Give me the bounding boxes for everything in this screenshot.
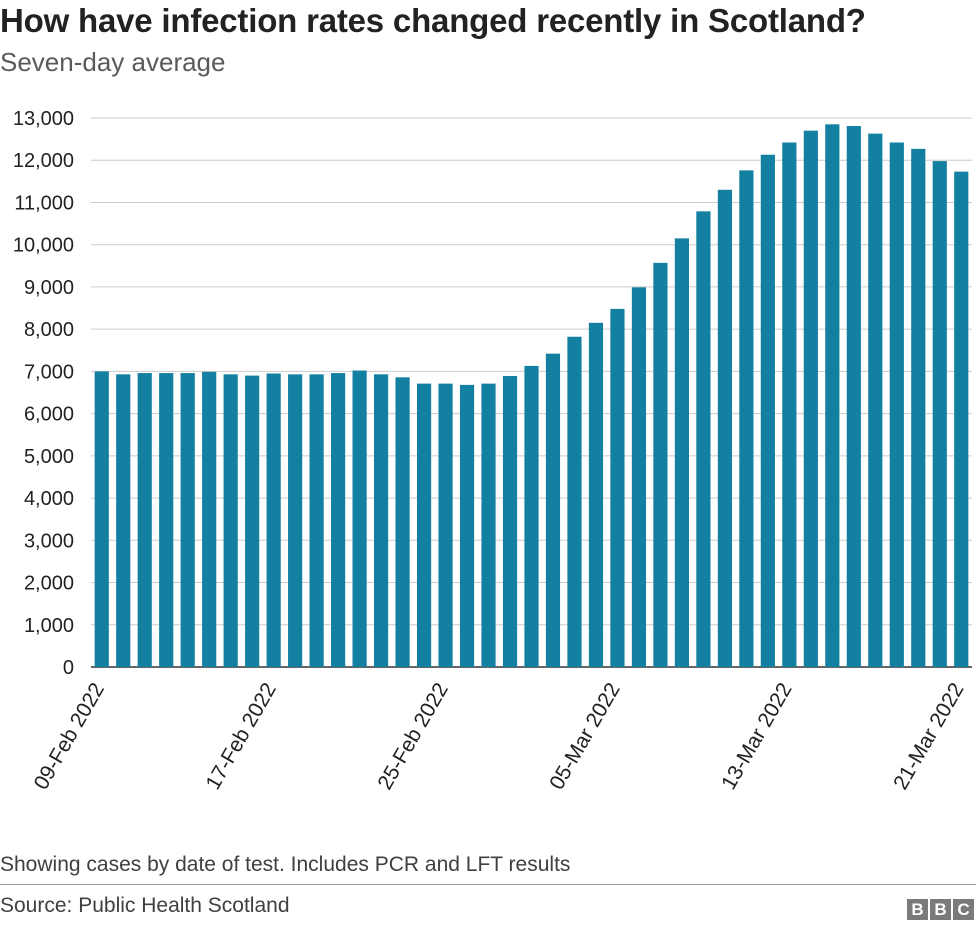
bar [245,375,260,667]
x-axis-labels: 09-Feb 2022 17-Feb 2022 25-Feb 2022 05-Mar … [30,679,969,794]
y-tick-label: 0 [63,657,74,679]
bar [180,373,195,667]
bar [610,308,625,667]
bar [524,365,539,667]
bar [674,238,689,668]
x-tick-label: 17-Feb 2022 [202,679,281,794]
logo-letter: C [953,899,974,920]
y-tick-label: 11,000 [14,192,74,214]
bar [782,142,797,668]
y-tick-label: 6,000 [24,404,74,426]
x-tick-label: 21-Mar 2022 [889,679,968,794]
bar [116,374,131,667]
bar [438,383,453,667]
x-tick-label: 05-Mar 2022 [545,679,624,794]
bar [803,130,818,668]
bar [631,287,647,667]
bar-chart: 0 1,000 2,000 3,000 4,000 5,000 6,000 7,000 8,00… [13,108,972,794]
x-tick-label: 25-Feb 2022 [373,679,452,794]
bar [266,373,281,667]
bbc-logo: B B C [907,899,974,920]
bar [653,262,668,667]
bar [309,374,324,667]
y-tick-label: 2,000 [24,573,74,595]
y-tick-label: 12,000 [13,150,74,172]
bars [94,124,969,668]
bar [481,383,496,667]
logo-letter: B [930,899,951,920]
x-tick-label: 13-Mar 2022 [717,679,796,794]
chart-title: How have infection rates changed recentl… [0,2,866,39]
bar [331,373,346,667]
bar [288,374,303,667]
y-tick-label: 4,000 [24,488,74,510]
bar [352,370,367,667]
bar [223,374,238,667]
bar [137,373,152,667]
bar [954,171,969,667]
bar [739,170,754,667]
y-tick-label: 13,000 [13,108,74,130]
bar [545,353,561,667]
bar [911,148,926,667]
bar [825,124,840,667]
bar [588,322,604,667]
bar [459,384,475,667]
source-text: Source: Public Health Scotland [0,894,290,917]
bar [373,374,389,667]
bar [159,373,174,667]
y-tick-label: 8,000 [24,319,74,341]
chart-subtitle: Seven-day average [0,47,226,77]
chart-note: Showing cases by date of test. Includes … [0,853,571,876]
bar [932,161,947,667]
y-axis-labels: 0 1,000 2,000 3,000 4,000 5,000 6,000 7,000 8,00… [13,108,74,679]
bar [717,189,732,668]
y-tick-label: 10,000 [13,235,74,257]
y-tick-label: 1,000 [24,615,74,637]
bar [567,336,582,667]
bar [696,211,711,667]
bar [502,376,518,667]
bar [202,371,217,667]
bar [846,126,861,667]
bar [395,377,410,667]
bar [760,154,775,668]
bar [889,142,904,668]
bar [416,383,432,667]
footer-divider [0,884,976,885]
logo-letter: B [907,899,928,920]
bar [868,133,883,667]
bar [94,371,109,667]
x-tick-label: 09-Feb 2022 [30,679,109,794]
y-tick-label: 7,000 [24,361,74,383]
y-tick-label: 9,000 [24,277,74,299]
y-tick-label: 5,000 [24,446,74,468]
y-tick-label: 3,000 [24,530,74,552]
